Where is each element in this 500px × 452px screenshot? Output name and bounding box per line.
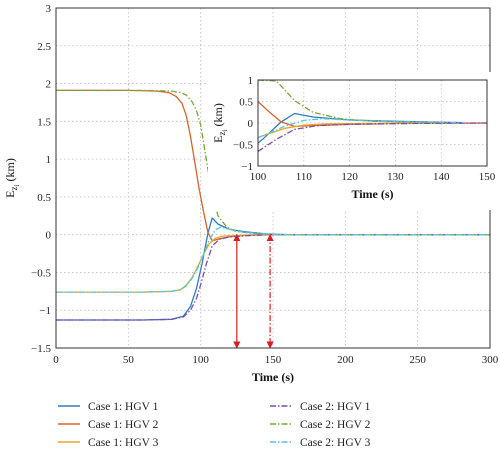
y-tick-label: 0.5: [37, 192, 51, 204]
x-tick-label: 120: [341, 171, 358, 183]
series-line-6: [257, 118, 465, 139]
legend-entry-6: Case 2: HGV 3: [300, 437, 371, 449]
y-tick-label: 0: [248, 118, 254, 130]
series-line-4: [257, 122, 488, 152]
y-tick-label: 2.5: [37, 41, 51, 53]
legend-entry-5: Case 2: HGV 2: [300, 419, 371, 431]
x-tick-label: 300: [482, 354, 499, 366]
legend-entry-4: Case 2: HGV 1: [300, 401, 371, 413]
y-tick-label: 1.5: [37, 116, 51, 128]
series-line-3: [56, 234, 490, 293]
inset-plot-frame: [257, 79, 488, 167]
inset-background: [208, 72, 493, 210]
x-tick-label: 0: [53, 354, 59, 366]
main-y-axis-label: Ezi (km): [3, 158, 21, 198]
inset-y-axis-label: Ezi (km): [211, 103, 229, 143]
x-tick-label: 150: [265, 354, 282, 366]
y-tick-label: −1: [241, 161, 253, 173]
legend: Case 1: HGV 1 Case 1: HGV 2 Case 1: HGV 3 C…: [58, 401, 371, 449]
y-tick-label: −0.5: [233, 140, 253, 152]
y-tick-label: 1: [46, 154, 52, 166]
x-tick-label: 100: [250, 171, 267, 183]
x-tick-label: 130: [387, 171, 404, 183]
main-tick-labels: 0 50 100 150 200 250 300 −1.5 −1 −0.5 0 0.5 1 1.5 2 2.5…: [31, 3, 499, 366]
inset-series: [257, 79, 488, 152]
series-line-6: [56, 226, 490, 293]
x-tick-label: 140: [433, 171, 450, 183]
series-line-5: [56, 89, 490, 236]
x-tick-label: 50: [123, 354, 135, 366]
y-tick-label: 0: [46, 230, 52, 242]
legend-entry-1: Case 1: HGV 1: [88, 401, 159, 413]
legend-entry-2: Case 1: HGV 2: [88, 419, 159, 431]
y-tick-label: 3: [46, 3, 52, 15]
main-x-axis-label: Time (s): [252, 370, 294, 384]
series-line-4: [56, 234, 490, 321]
y-tick-label: −0.5: [31, 267, 51, 279]
inset-x-axis-label: Time (s): [351, 187, 393, 201]
x-tick-label: 150: [479, 171, 496, 183]
series-line-2: [56, 89, 490, 242]
x-tick-label: 200: [337, 354, 354, 366]
y-tick-label: 1: [248, 75, 254, 87]
x-tick-label: 250: [409, 354, 426, 366]
inset-tick-labels: 100 110 120 130 140 150 −1 −0.5 0 0.5 1: [233, 75, 496, 183]
main-annotations: [233, 233, 274, 349]
y-tick-label: 2: [46, 79, 52, 91]
x-tick-label: 100: [192, 354, 209, 366]
y-tick-label: −1.5: [31, 343, 51, 355]
x-tick-label: 110: [296, 171, 313, 183]
y-tick-label: −1: [39, 305, 51, 317]
y-tick-label: 0.5: [239, 97, 253, 109]
legend-entry-3: Case 1: HGV 3: [88, 437, 159, 449]
